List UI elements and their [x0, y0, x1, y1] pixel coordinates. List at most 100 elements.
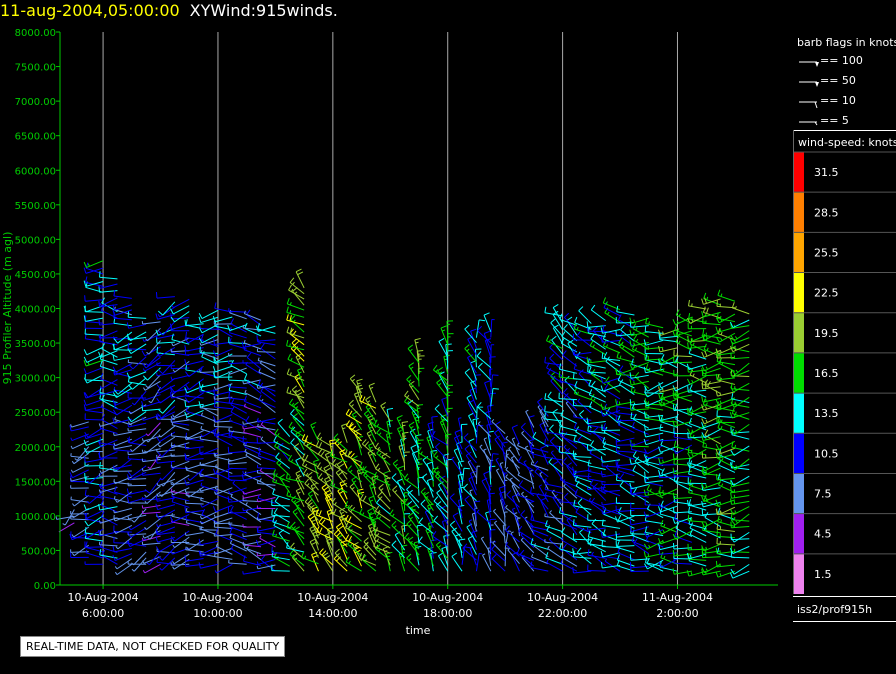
- barb-legend: barb flags in knots == 100 == 50 == 10 == 5: [793, 30, 896, 131]
- wind-barb: [315, 514, 334, 522]
- wind-barb-flag: [291, 338, 297, 344]
- wind-barb: [688, 520, 707, 523]
- wind-barb: [633, 418, 650, 429]
- wind-barb: [271, 552, 290, 555]
- wind-barb: [458, 487, 463, 506]
- wind-barb-flag: [142, 362, 147, 369]
- wind-barb-flag: [99, 436, 101, 444]
- wind-barb: [498, 487, 506, 506]
- wind-barb: [185, 558, 204, 562]
- wind-barb-flag: [70, 445, 73, 449]
- wind-barb: [101, 406, 118, 416]
- wind-barb: [345, 519, 362, 529]
- wind-barb: [587, 470, 606, 476]
- x-tick-label-time: 2:00:00: [656, 607, 698, 620]
- wind-barb: [150, 387, 161, 404]
- wind-barb-flag: [483, 471, 490, 475]
- wind-barb-flag: [686, 317, 691, 324]
- wind-barb-flag: [326, 455, 330, 459]
- wind-barb-flag: [292, 553, 295, 557]
- wind-barb-flag: [430, 551, 437, 554]
- wind-barb-flag: [142, 570, 146, 574]
- wind-barb: [159, 346, 176, 357]
- wind-barb-flag: [547, 545, 550, 549]
- wind-speed-swatch: [794, 152, 804, 193]
- wind-barb: [246, 381, 262, 394]
- wind-barb-flag: [418, 536, 423, 542]
- wind-barb-flag: [99, 385, 103, 389]
- wind-barb-flag: [431, 430, 436, 437]
- wind-barb: [430, 451, 434, 470]
- wind-barb-flag: [303, 439, 308, 445]
- y-tick-label: 4000.00: [15, 305, 56, 316]
- wind-barb: [71, 426, 89, 432]
- wind-barb-flag: [292, 281, 295, 285]
- wind-barb-flag: [366, 414, 370, 417]
- wind-barb: [362, 470, 377, 484]
- wind-barb-flag: [560, 337, 565, 344]
- wind-barb-flag: [604, 405, 607, 409]
- wind-barb: [201, 510, 219, 520]
- wind-barb-flag: [616, 305, 619, 312]
- wind-speed-label: 10.5: [814, 447, 839, 460]
- wind-barb-flag: [289, 310, 292, 314]
- wind-barb-flag: [686, 409, 690, 416]
- wind-barb-flag: [643, 454, 648, 461]
- wind-barb: [311, 521, 319, 539]
- wind-barb-flag: [170, 308, 174, 315]
- wind-barb-flag: [629, 329, 632, 336]
- wind-barb-flag: [293, 500, 297, 503]
- wind-barb-flag: [659, 424, 662, 431]
- wind-barb: [617, 552, 635, 561]
- wind-barb: [228, 511, 247, 514]
- wind-barb-flag: [184, 397, 189, 403]
- wind-barb-flag: [406, 374, 412, 380]
- wind-barb-flag: [544, 477, 547, 484]
- wind-barb: [101, 297, 118, 307]
- wind-barb-flag: [215, 528, 219, 535]
- wind-barb: [158, 526, 176, 535]
- wind-barb-flag: [156, 397, 161, 404]
- wind-barb-flag: [676, 570, 678, 574]
- wind-barb: [128, 490, 147, 495]
- wind-barb-flag: [229, 417, 232, 421]
- wind-barb-flag: [200, 425, 203, 430]
- barb-legend-label: == 100: [820, 54, 863, 67]
- wind-barb: [718, 484, 736, 493]
- wind-barb: [574, 494, 592, 503]
- wind-barb-flag: [577, 498, 583, 504]
- wind-barb-flag: [715, 317, 720, 324]
- wind-barb-flag: [324, 532, 331, 536]
- wind-barb: [617, 379, 635, 389]
- wind-barb: [374, 534, 391, 544]
- wind-barb-flag: [479, 444, 483, 448]
- wind-barb: [338, 517, 348, 535]
- wind-barb-flag: [297, 357, 301, 361]
- wind-barb-flag: [289, 315, 292, 322]
- wind-barb: [506, 494, 520, 508]
- wind-barb: [688, 560, 707, 567]
- wind-barb-flag: [566, 316, 573, 321]
- wind-barb: [162, 360, 176, 375]
- wind-barb-flag: [676, 394, 678, 399]
- wind-barb-flag: [318, 442, 323, 449]
- wind-barb-flag: [530, 461, 533, 465]
- wind-barb-flag: [320, 519, 326, 525]
- wind-barb: [602, 552, 621, 558]
- wind-barb-flag: [212, 430, 216, 437]
- wind-barb-flag: [629, 372, 632, 379]
- wind-barb: [336, 464, 348, 480]
- wind-barb: [645, 369, 664, 376]
- wind-barb-flag: [366, 429, 373, 434]
- wind-barb: [577, 400, 592, 414]
- wind-barb-flag: [734, 387, 737, 391]
- wind-barb-flag: [293, 340, 300, 346]
- wind-barb-flag: [199, 469, 203, 476]
- wind-barb: [633, 543, 650, 555]
- wind-barb: [134, 390, 147, 406]
- wind-barb: [660, 398, 678, 407]
- wind-barb: [406, 523, 420, 538]
- wind-barb: [477, 423, 492, 437]
- wind-barb-flag: [155, 313, 158, 320]
- wind-barb-flag: [566, 516, 573, 521]
